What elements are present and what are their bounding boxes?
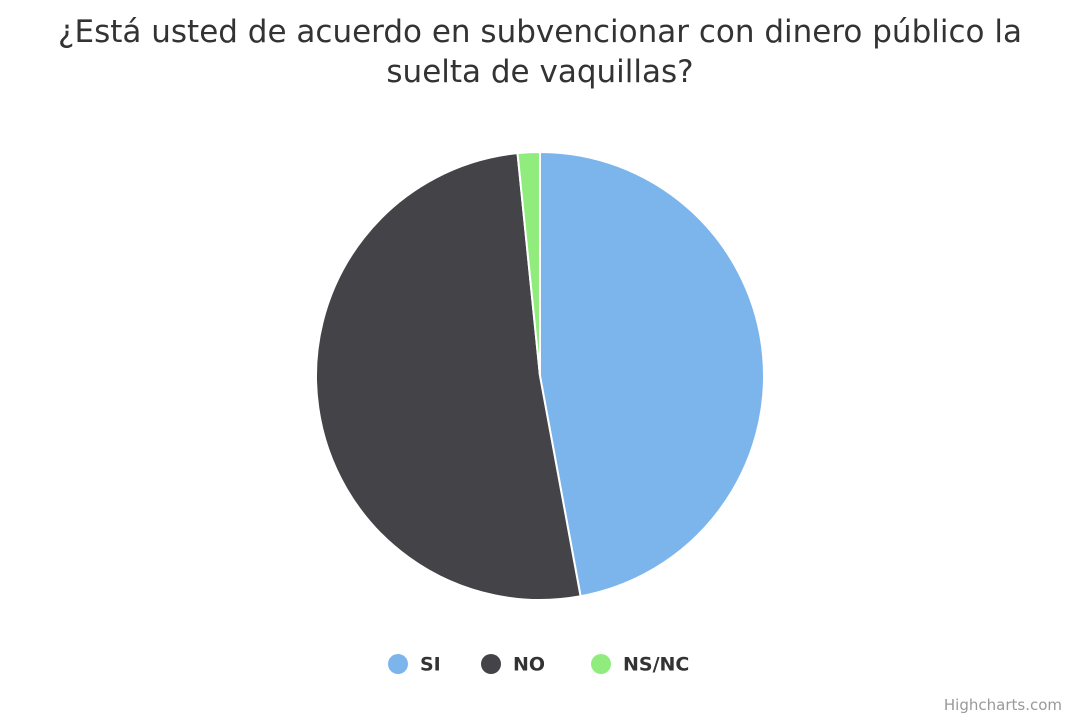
pie-slice[interactable] <box>539 150 765 598</box>
legend-marker[interactable] <box>591 654 611 674</box>
pie-slice[interactable] <box>315 152 582 601</box>
legend-label[interactable]: NS/NC <box>623 654 689 676</box>
legend-marker[interactable] <box>388 654 408 674</box>
legend-label[interactable]: SI <box>420 654 441 676</box>
credits[interactable]: Highcharts.com <box>944 696 1062 714</box>
legend-marker[interactable] <box>481 654 501 674</box>
legend-label[interactable]: NO <box>513 654 545 676</box>
chart-title: ¿Está usted de acuerdo en subvencionar c… <box>58 14 1022 90</box>
pie-slice[interactable] <box>516 150 541 377</box>
